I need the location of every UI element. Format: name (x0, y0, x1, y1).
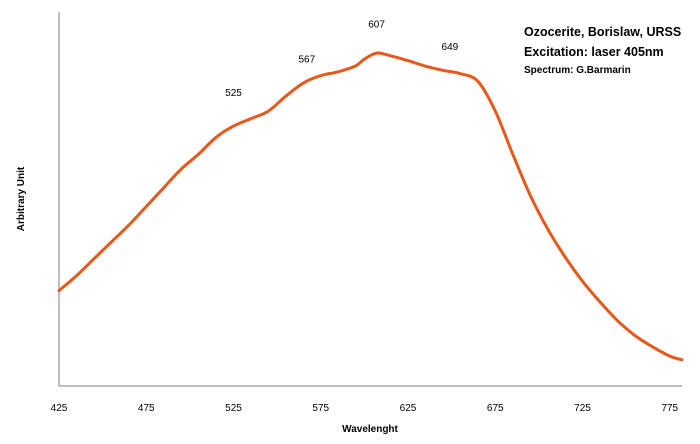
x-tick-label: 475 (138, 403, 155, 414)
peak-label: 567 (298, 54, 315, 65)
x-tick-label: 725 (574, 403, 591, 414)
y-axis-title: Arbitrary Unit (16, 166, 27, 231)
x-tick-label: 575 (312, 403, 329, 414)
x-tick-label: 425 (51, 403, 68, 414)
x-tick-labels: 425 475 525 575 625 675 725 775 (51, 403, 679, 414)
peak-labels: 525 567 607 649 (225, 20, 459, 99)
x-tick-label: 775 (661, 403, 678, 414)
series-group (57, 51, 684, 362)
x-tick-label: 675 (487, 403, 504, 414)
peak-label: 649 (442, 42, 459, 53)
x-tick-label: 525 (225, 403, 242, 414)
annotation-credit: Spectrum: G.Barmarin (524, 65, 631, 76)
peak-label: 607 (368, 20, 385, 31)
annotation-excitation: Excitation: laser 405nm (524, 45, 664, 59)
x-axis-title: Wavelenght (342, 424, 398, 435)
peak-label: 525 (225, 88, 242, 99)
annotation-title: Ozocerite, Borislaw, URSS (524, 25, 681, 39)
x-tick-label: 625 (400, 403, 417, 414)
series-line-0 (57, 51, 684, 362)
